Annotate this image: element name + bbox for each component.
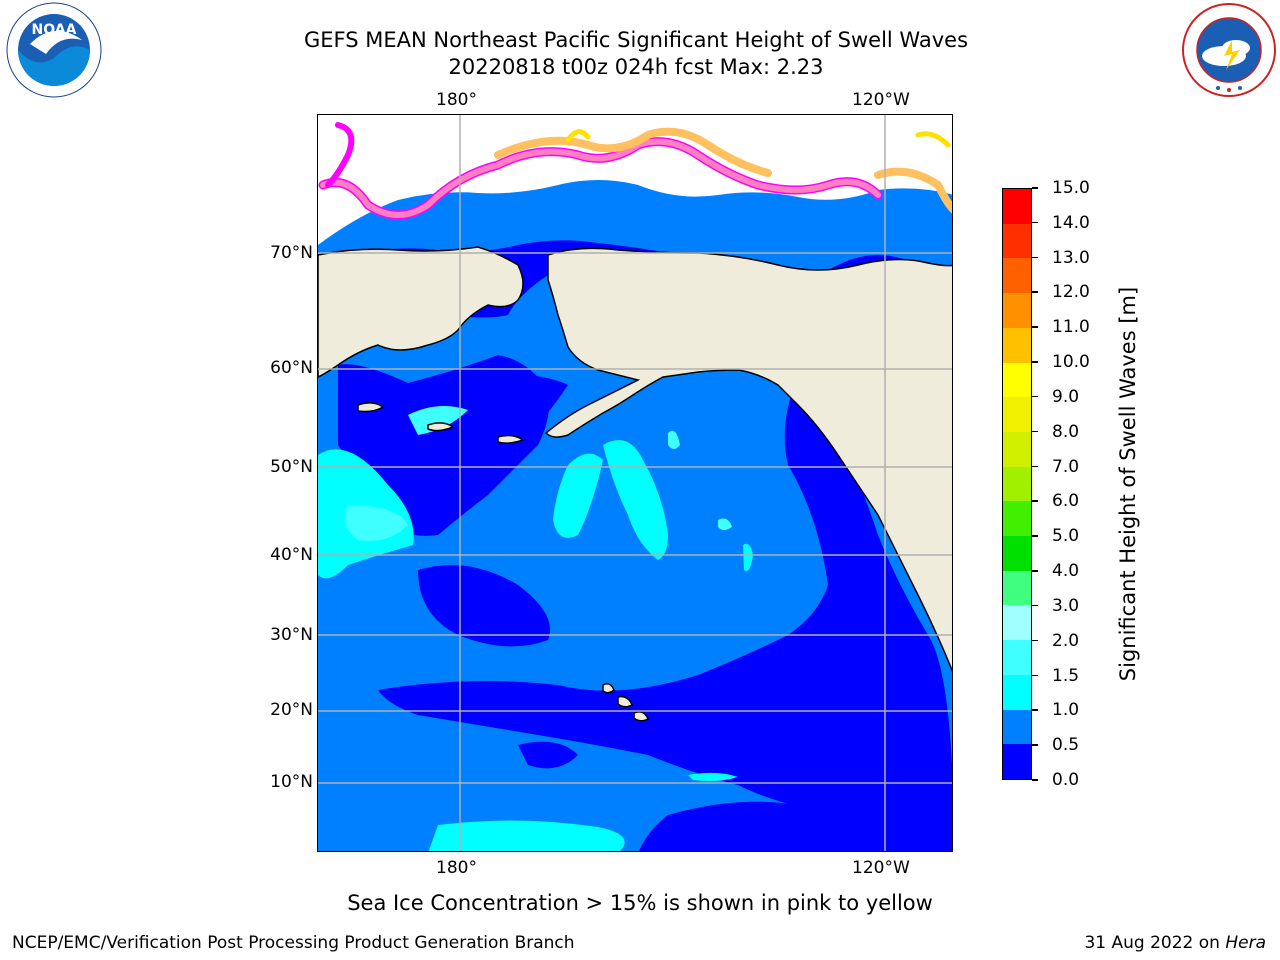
colorbar-tick-label: 12.0 (1052, 282, 1090, 303)
colorbar-tick (1032, 639, 1038, 642)
colorbar-tick-label: 11.0 (1052, 317, 1090, 338)
colorbar-tick (1032, 465, 1038, 468)
colorbar-tick-label: 1.0 (1052, 700, 1080, 721)
map-panel (317, 114, 953, 852)
colorbar-segment (1003, 397, 1031, 432)
colorbar-tick (1032, 709, 1038, 711)
colorbar-segment (1003, 605, 1031, 641)
colorbar-tick-label: 4.0 (1052, 561, 1080, 582)
lat-label-10n: 10°N (270, 772, 313, 792)
polar-ice-area (318, 115, 952, 245)
colorbar-tick-label: 13.0 (1052, 247, 1090, 268)
colorbar-tick (1032, 744, 1038, 746)
colorbar-tick (1032, 187, 1038, 189)
colorbar-segment (1003, 258, 1031, 294)
noaa-logo: NOAA (6, 2, 102, 98)
footer-date: 31 Aug 2022 on Hera (1084, 933, 1266, 953)
lon-label-bottom-180: 180° (436, 858, 477, 878)
lon-label-top-180: 180° (436, 90, 477, 110)
chart-subtitle: 20220818 t00z 024h fcst Max: 2.23 (448, 55, 824, 79)
colorbar-segment (1003, 570, 1031, 606)
colorbar-segment (1003, 501, 1031, 537)
colorbar-tick (1032, 430, 1038, 433)
colorbar-tick (1032, 500, 1038, 502)
lat-label-30n: 30°N (270, 625, 313, 645)
colorbar-tick-label: 5.0 (1052, 526, 1080, 547)
lon-label-bottom-120w: 120°W (852, 858, 910, 878)
colorbar (1002, 188, 1032, 780)
lat-label-50n: 50°N (270, 457, 313, 477)
colorbar-tick (1032, 570, 1038, 572)
swell-height-map (318, 115, 952, 851)
colorbar-segment (1003, 327, 1031, 363)
gridlines (318, 115, 952, 851)
colorbar-tick (1032, 535, 1038, 537)
lon-label-top-120w: 120°W (852, 90, 910, 110)
colorbar-segment (1003, 362, 1031, 398)
colorbar-tick-label: 9.0 (1052, 386, 1080, 407)
colorbar-tick (1032, 221, 1038, 224)
colorbar-label: Significant Height of Swell Waves [m] (1116, 286, 1140, 682)
colorbar-segment (1003, 223, 1031, 259)
colorbar-tick-label: 2.0 (1052, 630, 1080, 651)
colorbar-segment (1003, 709, 1031, 745)
colorbar-segment (1003, 536, 1031, 571)
colorbar-segment (1003, 466, 1031, 502)
land-masses (318, 246, 952, 722)
colorbar-tick (1032, 291, 1038, 293)
colorbar-tick-label: 1.5 (1052, 665, 1080, 686)
nws-logo (1182, 3, 1276, 97)
colorbar-tick (1032, 395, 1038, 398)
colorbar-tick (1032, 779, 1038, 781)
colorbar-tick-label: 15.0 (1052, 178, 1090, 198)
footer-credit: NCEP/EMC/Verification Post Processing Pr… (12, 933, 575, 953)
sea-ice-edge (318, 122, 952, 220)
colorbar-tick (1032, 256, 1038, 259)
colorbar-tick-label: 8.0 (1052, 421, 1080, 442)
colorbar-segment (1003, 431, 1031, 467)
lat-label-60n: 60°N (270, 358, 313, 378)
colorbar-tick (1032, 326, 1038, 328)
colorbar-tick (1032, 361, 1038, 363)
svg-text:NOAA: NOAA (32, 22, 77, 38)
lat-label-70n: 70°N (270, 243, 313, 263)
colorbar-tick-label: 6.0 (1052, 491, 1080, 512)
colorbar-segment (1003, 674, 1031, 710)
colorbar-tick-label: 14.0 (1052, 212, 1090, 233)
lat-label-40n: 40°N (270, 545, 313, 565)
colorbar-segment (1003, 640, 1031, 675)
higher-swell-patches (318, 406, 753, 851)
colorbar-segment (1003, 293, 1031, 328)
colorbar-tick-label: 7.0 (1052, 456, 1080, 477)
footer-host: Hera (1225, 933, 1266, 953)
sea-ice-caption: Sea Ice Concentration > 15% is shown in … (347, 891, 933, 915)
colorbar-tick (1032, 604, 1038, 607)
colorbar-tick-label: 10.0 (1052, 352, 1090, 373)
colorbar-tick (1032, 674, 1038, 677)
colorbar-tick-label: 3.0 (1052, 595, 1080, 616)
chart-title: GEFS MEAN Northeast Pacific Significant … (303, 28, 969, 52)
colorbar-segment (1003, 744, 1031, 779)
colorbar-segment (1003, 189, 1031, 224)
lat-label-20n: 20°N (270, 700, 313, 720)
colorbar-tick-label: 0.5 (1052, 735, 1080, 756)
colorbar-tick-label: 0.0 (1052, 770, 1080, 790)
